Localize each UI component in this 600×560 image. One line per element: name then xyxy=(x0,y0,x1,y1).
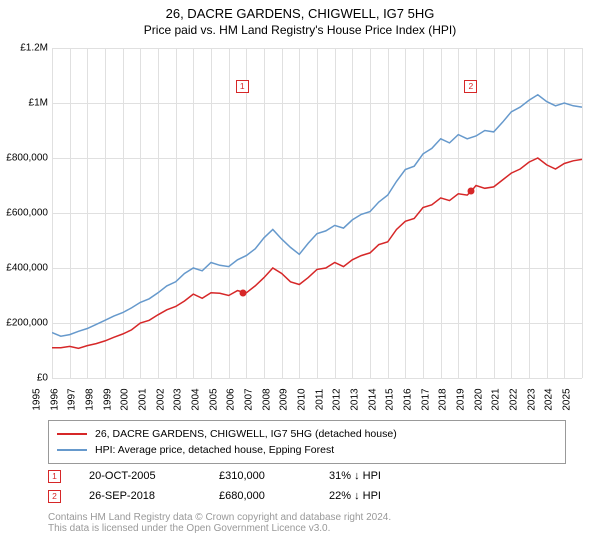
sales-row: 2 26-SEP-2018£680,00022% ↓ HPI xyxy=(48,486,429,506)
series-line-hpi xyxy=(52,95,582,336)
legend-label-hpi: HPI: Average price, detached house, Eppi… xyxy=(95,444,334,456)
sale-marker-dot xyxy=(239,289,246,296)
x-tick-label: 2008 xyxy=(261,385,272,415)
x-tick-label: 2003 xyxy=(173,385,184,415)
x-tick-label: 2023 xyxy=(526,385,537,415)
x-tick-label: 1997 xyxy=(67,385,78,415)
x-tick-label: 2016 xyxy=(403,385,414,415)
sales-row-marker: 1 xyxy=(48,470,61,483)
x-tick-label: 2001 xyxy=(138,385,149,415)
x-tick-label: 2025 xyxy=(562,385,573,415)
sale-marker-label: 2 xyxy=(464,80,477,93)
legend-swatch-hpi xyxy=(57,449,87,451)
chart-container: 26, DACRE GARDENS, CHIGWELL, IG7 5HG Pri… xyxy=(0,0,600,560)
x-tick-label: 2010 xyxy=(297,385,308,415)
sale-marker-dot xyxy=(468,188,475,195)
attribution-line1: Contains HM Land Registry data © Crown c… xyxy=(48,512,391,523)
legend-item-hpi: HPI: Average price, detached house, Eppi… xyxy=(57,442,557,458)
x-tick-label: 2006 xyxy=(226,385,237,415)
y-tick-label: £800,000 xyxy=(6,153,48,164)
x-tick-label: 2012 xyxy=(332,385,343,415)
x-tick-label: 2007 xyxy=(244,385,255,415)
x-tick-label: 2013 xyxy=(350,385,361,415)
chart-title: 26, DACRE GARDENS, CHIGWELL, IG7 5HG xyxy=(0,6,600,21)
series-line-property xyxy=(52,158,582,348)
sales-row-marker: 2 xyxy=(48,490,61,503)
y-tick-label: £200,000 xyxy=(6,318,48,329)
x-tick-label: 2017 xyxy=(420,385,431,415)
x-tick-label: 2000 xyxy=(120,385,131,415)
sales-row-date: 26-SEP-2018 xyxy=(89,490,219,502)
y-tick-label: £400,000 xyxy=(6,263,48,274)
sales-row-price: £680,000 xyxy=(219,490,329,502)
sale-marker-label: 1 xyxy=(236,80,249,93)
x-tick-label: 2011 xyxy=(314,385,325,415)
legend-item-property: 26, DACRE GARDENS, CHIGWELL, IG7 5HG (de… xyxy=(57,426,557,442)
sales-row-delta: 31% ↓ HPI xyxy=(329,470,429,482)
x-tick-label: 2005 xyxy=(208,385,219,415)
x-tick-label: 2009 xyxy=(279,385,290,415)
y-tick-label: £1.2M xyxy=(20,43,48,54)
chart-plot-area: 12 £0£200,000£400,000£600,000£800,000£1M… xyxy=(52,48,582,378)
grid-v-line xyxy=(582,48,583,378)
x-tick-label: 2024 xyxy=(544,385,555,415)
y-tick-label: £600,000 xyxy=(6,208,48,219)
attribution-line2: This data is licensed under the Open Gov… xyxy=(48,523,391,534)
legend-swatch-property xyxy=(57,433,87,435)
x-tick-label: 2020 xyxy=(473,385,484,415)
title-area: 26, DACRE GARDENS, CHIGWELL, IG7 5HG Pri… xyxy=(0,0,600,37)
x-tick-label: 2021 xyxy=(491,385,502,415)
x-tick-label: 2015 xyxy=(385,385,396,415)
x-tick-label: 2004 xyxy=(191,385,202,415)
sales-row: 1 20-OCT-2005£310,00031% ↓ HPI xyxy=(48,466,429,486)
sales-row-price: £310,000 xyxy=(219,470,329,482)
legend: 26, DACRE GARDENS, CHIGWELL, IG7 5HG (de… xyxy=(48,420,566,464)
y-tick-label: £0 xyxy=(37,373,48,384)
x-tick-label: 2014 xyxy=(367,385,378,415)
sales-row-delta: 22% ↓ HPI xyxy=(329,490,429,502)
x-tick-label: 1995 xyxy=(32,385,43,415)
y-tick-label: £1M xyxy=(29,98,48,109)
line-series-svg xyxy=(52,48,582,378)
chart-subtitle: Price paid vs. HM Land Registry's House … xyxy=(0,21,600,37)
sales-table: 1 20-OCT-2005£310,00031% ↓ HPI 2 26-SEP-201… xyxy=(48,466,429,506)
attribution: Contains HM Land Registry data © Crown c… xyxy=(48,512,391,534)
x-tick-label: 2022 xyxy=(509,385,520,415)
sales-row-date: 20-OCT-2005 xyxy=(89,470,219,482)
x-tick-label: 2018 xyxy=(438,385,449,415)
grid-h-line xyxy=(52,378,582,379)
x-tick-label: 1996 xyxy=(49,385,60,415)
x-tick-label: 2019 xyxy=(456,385,467,415)
x-tick-label: 1999 xyxy=(102,385,113,415)
x-tick-label: 2002 xyxy=(155,385,166,415)
legend-label-property: 26, DACRE GARDENS, CHIGWELL, IG7 5HG (de… xyxy=(95,428,397,440)
x-tick-label: 1998 xyxy=(85,385,96,415)
